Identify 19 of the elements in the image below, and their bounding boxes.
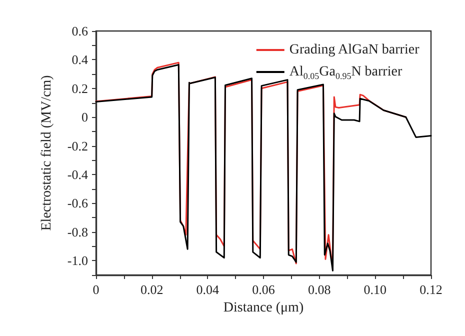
y-tick-label: -1.0	[67, 253, 88, 268]
y-tick-label: -0.2	[67, 138, 88, 154]
x-tick-label: 0.02	[140, 282, 164, 297]
x-axis-title: Distance (μm)	[223, 300, 304, 316]
x-tick-label: 0.04	[196, 282, 220, 297]
y-tick-label: 0.6	[72, 24, 88, 38]
y-tick-label: 0.2	[72, 80, 88, 96]
y-tick-label: 0.4	[72, 52, 88, 68]
x-tick-label: 0	[92, 282, 100, 297]
x-tick-label: 0.12	[420, 282, 442, 297]
x-tick-label: 0.08	[308, 282, 331, 297]
y-tick-label: 0	[82, 110, 88, 125]
y-tick-label: -0.6	[67, 196, 88, 211]
y-tick-label: -0.4	[67, 167, 88, 182]
x-tick-label: 0.06	[252, 282, 276, 297]
y-tick-label: -0.8	[67, 224, 88, 240]
y-axis-title: Electrostatic field (MV/cm)	[40, 74, 54, 231]
legend-label: Grading AlGaN barrier	[289, 42, 420, 58]
x-tick-label: 0.10	[364, 282, 387, 297]
